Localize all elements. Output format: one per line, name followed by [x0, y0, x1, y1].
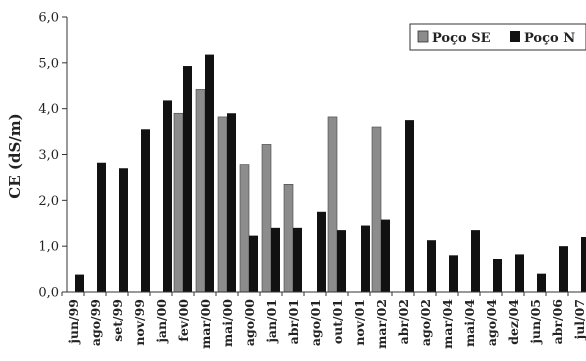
legend-label-poco-n: Poço N [524, 31, 575, 46]
bar-poco-se [371, 126, 382, 293]
x-tick-label: ago/01 [308, 299, 323, 346]
y-tick-label: 2,0 [38, 194, 59, 209]
bar-poco-n [361, 225, 370, 292]
y-tick-label: 4,0 [38, 102, 59, 117]
bar-poco-n [317, 211, 326, 292]
bar-poco-n [449, 255, 458, 292]
bar-poco-n [119, 168, 128, 292]
bar-poco-n [471, 230, 480, 292]
legend-box [409, 23, 586, 51]
bar-poco-n [559, 246, 568, 292]
bar-poco-n [427, 240, 436, 292]
y-axis-label: CE (dS/m) [6, 113, 24, 198]
bar-poco-n [493, 259, 502, 292]
y-axis: 0,0 1,0 2,0 3,0 4,0 5,0 6,0 [38, 11, 68, 301]
y-tick-label: 3,0 [38, 148, 59, 163]
x-tick-label: ago/02 [418, 299, 433, 346]
bar-poco-se [217, 116, 228, 293]
bar-poco-n [163, 100, 172, 293]
x-tick-label: ago/99 [88, 299, 103, 346]
x-tick-label: abr/06 [550, 299, 565, 345]
legend-swatch-poco-se [417, 30, 429, 43]
bars [75, 54, 586, 293]
x-tick-label: jan/00 [154, 299, 169, 344]
bar-poco-n [205, 54, 214, 293]
bar-poco-n [97, 162, 106, 292]
bar-poco-se [195, 89, 206, 293]
x-tick-label: mar/02 [374, 299, 389, 349]
bar-poco-se [173, 112, 184, 293]
x-axis: jun/99 ago/99 set/99 nov/99 jan/00 fev/00 mar/… [61, 291, 586, 349]
y-tick-label: 5,0 [38, 56, 59, 71]
bar-poco-n [183, 66, 192, 293]
x-tick-label: abr/02 [396, 299, 411, 344]
bar-poco-se [283, 183, 294, 293]
bar-poco-n [227, 113, 236, 292]
bar-poco-n [141, 129, 150, 292]
x-tick-label: abr/01 [286, 299, 301, 344]
x-tick-label: jun/99 [66, 299, 81, 345]
bar-poco-n [515, 254, 524, 292]
x-tick-label: dez/04 [506, 299, 521, 345]
x-tick-label: ago/04 [484, 299, 499, 346]
bar-poco-n [75, 274, 84, 292]
bar-poco-n [293, 227, 302, 292]
bar-poco-se [261, 144, 272, 293]
x-tick-label: nov/99 [132, 299, 147, 346]
x-tick-label: jan/01 [264, 299, 279, 344]
legend-label-poco-se: Poço SE [432, 31, 491, 46]
bar-poco-n [249, 235, 258, 292]
bar-poco-n [381, 219, 390, 292]
x-tick-label: out/01 [330, 299, 345, 344]
bar-poco-n [581, 237, 586, 292]
legend: Poço SE Poço N [409, 23, 586, 51]
x-tick-label: fev/00 [176, 299, 191, 342]
bar-poco-n [271, 227, 280, 292]
legend-swatch-poco-n [510, 31, 520, 42]
bar-poco-n [337, 230, 346, 292]
bar-poco-n [537, 273, 546, 292]
x-tick-label: jun/05 [528, 299, 543, 345]
x-tick-label: mai/04 [462, 299, 477, 347]
y-tick-label: 1,0 [38, 240, 59, 255]
x-tick-label: nov/01 [352, 299, 367, 346]
x-tick-label: mai/00 [220, 299, 235, 347]
bar-poco-se [327, 116, 338, 293]
x-tick-label: mar/00 [198, 299, 213, 349]
y-tick-label: 0,0 [38, 286, 59, 301]
x-tick-label: set/99 [110, 299, 125, 342]
x-tick-label: mar/04 [440, 299, 455, 349]
bar-poco-se [239, 164, 250, 293]
x-tick-label: ago/00 [242, 299, 257, 346]
bar-poco-n [405, 120, 414, 292]
y-tick-label: 6,0 [38, 11, 59, 26]
x-tick-label: jul/07 [572, 299, 586, 340]
